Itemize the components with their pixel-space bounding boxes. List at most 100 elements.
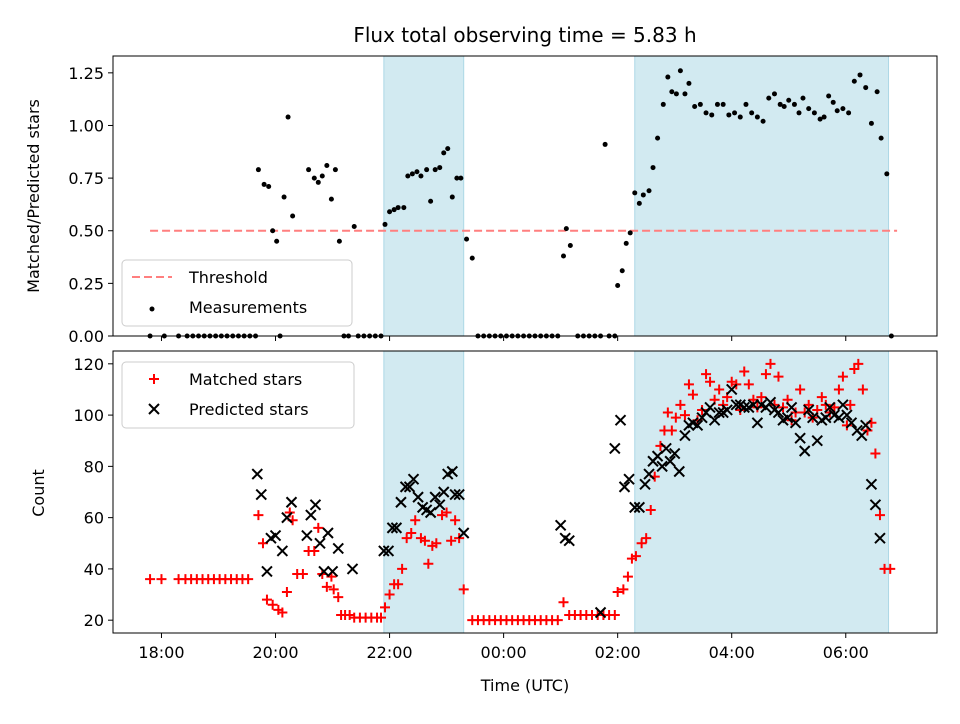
matched-star-point	[321, 581, 332, 592]
predicted-star-point	[781, 411, 794, 424]
measurement-point	[563, 226, 569, 232]
bottom-legend-box	[121, 361, 355, 429]
matched-star-point	[328, 584, 339, 595]
measurement-point	[414, 169, 420, 175]
matched-star-point	[670, 412, 681, 423]
measurement-point	[627, 230, 633, 236]
measurement-point	[567, 242, 573, 248]
bottom-x-tick-label: 20:00	[252, 643, 298, 662]
matched-star-point	[253, 510, 264, 521]
measurement-point	[311, 175, 317, 181]
predicted-star-point	[269, 529, 282, 542]
predicted-star-point	[563, 535, 575, 547]
predicted-star-point	[806, 411, 819, 424]
predicted-star-point	[301, 529, 313, 542]
bottom-x-tick-label: 18:00	[138, 643, 184, 662]
predicted-star-point	[802, 404, 815, 416]
matched-star-point	[701, 369, 712, 380]
measurement-point	[743, 101, 749, 107]
matched-star-point	[786, 415, 797, 426]
matched-star-point	[156, 574, 167, 585]
top-shaded-region	[634, 55, 890, 337]
predicted-star-point	[390, 522, 403, 534]
matched-star-point	[885, 563, 896, 574]
predicted-star-point	[738, 401, 750, 414]
matched-star-point	[803, 399, 814, 410]
bottom-x-tick-label: 06:00	[823, 643, 869, 662]
measurement-point	[840, 106, 846, 112]
measurement-point	[874, 89, 880, 95]
predicted-star-point	[322, 527, 334, 539]
matched-star-point	[662, 407, 673, 418]
measurement-point	[432, 167, 438, 173]
matched-star-point	[622, 571, 633, 582]
measurement-point	[319, 173, 325, 179]
top-y-tick-label: 0.50	[68, 222, 104, 241]
measurement-point	[274, 238, 280, 244]
predicted-star-point	[457, 527, 470, 539]
predicted-star-point	[794, 432, 806, 444]
predicted-star-point	[845, 417, 858, 429]
measurement-point	[669, 89, 675, 95]
measurement-point	[619, 268, 625, 274]
matched-star-point	[376, 612, 387, 623]
predicted-star-point	[276, 545, 289, 557]
matched-star-point	[410, 515, 421, 526]
measurement-point	[863, 85, 869, 91]
predicted-star-point	[332, 542, 344, 555]
matched-star-point	[679, 410, 690, 421]
matched-star-point	[406, 528, 417, 539]
matched-star-point	[837, 371, 848, 382]
matched-star-point	[401, 533, 412, 544]
predicted-star-point	[869, 499, 882, 511]
bottom-y-tick-label: 40	[84, 560, 104, 579]
predicted-star-point	[429, 491, 441, 503]
measurement-point	[437, 165, 443, 171]
predicted-star-point	[730, 399, 742, 411]
predicted-star-point	[833, 411, 845, 424]
measurement-point	[315, 179, 321, 185]
bottom-x-tick-label: 22:00	[367, 643, 413, 662]
matched-star-point	[795, 384, 806, 395]
top-legend-label: Threshold	[188, 268, 268, 287]
matched-star-point	[697, 404, 708, 415]
x-axis-label: Time (UTC)	[480, 676, 569, 695]
predicted-star-point	[660, 442, 672, 455]
predicted-star-point	[764, 396, 777, 408]
bottom-y-tick-label: 120	[73, 355, 104, 374]
matched-star-point	[612, 586, 623, 597]
predicted-star-point	[623, 473, 635, 485]
predicted-star-point	[594, 606, 607, 619]
measurement-point	[665, 74, 671, 80]
measurement-point	[732, 110, 738, 116]
measurement-point	[786, 97, 792, 103]
measurement-point	[868, 120, 874, 126]
measurement-point	[615, 282, 621, 288]
measurement-point	[826, 93, 832, 99]
measurement-point	[449, 194, 455, 200]
matched-star-point	[666, 425, 677, 436]
predicted-star-point	[395, 496, 407, 508]
measurement-point	[677, 68, 683, 74]
matched-star-point	[641, 533, 652, 544]
top-y-tick-label: 0.25	[68, 274, 104, 293]
matched-star-point	[423, 558, 434, 569]
measurement-point	[441, 150, 447, 156]
measurement-point	[395, 205, 401, 211]
predicted-star-point	[386, 522, 399, 534]
matched-star-point	[243, 574, 254, 585]
measurement-point	[560, 253, 566, 259]
predicted-star-point	[438, 486, 450, 498]
predicted-star-point	[285, 496, 298, 508]
measurement-point	[760, 118, 766, 124]
measurement-point	[817, 116, 823, 122]
matched-star-point	[446, 535, 457, 546]
matched-star-point	[267, 599, 278, 610]
measurement-point	[737, 114, 743, 120]
measurement-point	[464, 236, 470, 242]
measurement-point	[791, 101, 797, 107]
measurement-point	[382, 221, 388, 227]
matched-star-point	[145, 574, 156, 585]
predicted-star-point	[446, 465, 459, 478]
matched-star-point	[705, 376, 716, 387]
